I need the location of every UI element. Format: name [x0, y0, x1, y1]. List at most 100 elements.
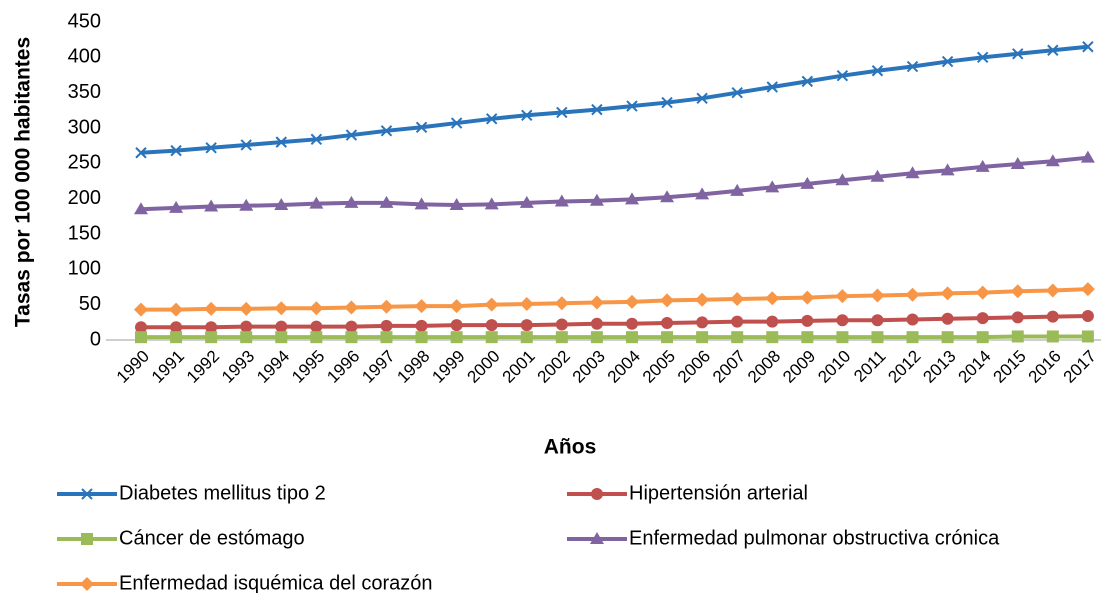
marker — [731, 315, 744, 328]
marker — [134, 302, 148, 317]
marker — [766, 81, 778, 93]
marker — [800, 176, 815, 189]
x-tick-label: 2012 — [884, 347, 924, 387]
marker — [906, 331, 919, 344]
marker — [625, 331, 638, 344]
marker — [976, 51, 989, 64]
marker — [624, 294, 639, 309]
marker — [345, 129, 358, 141]
y-tick-label: 150 — [68, 222, 101, 244]
x-tick-label: 1999 — [428, 347, 468, 387]
marker — [344, 300, 359, 315]
marker — [836, 331, 849, 344]
marker — [80, 577, 94, 591]
marker — [520, 319, 533, 332]
marker — [1082, 41, 1094, 53]
marker — [1081, 330, 1094, 343]
marker — [240, 320, 253, 333]
x-tick-label: 2011 — [850, 347, 889, 386]
marker — [661, 317, 674, 330]
legend-label: Cáncer de estómago — [119, 527, 305, 549]
marker — [169, 200, 184, 213]
marker — [589, 295, 604, 310]
x-tick-label: 2016 — [1025, 347, 1065, 387]
marker — [590, 317, 603, 330]
marker — [696, 92, 708, 105]
x-tick-label: 2007 — [709, 347, 749, 387]
marker — [134, 202, 148, 215]
marker — [554, 194, 569, 207]
marker — [906, 60, 919, 73]
legend-label: Hipertensión arterial — [629, 482, 808, 504]
marker — [591, 103, 603, 116]
marker — [1047, 44, 1059, 56]
marker — [941, 312, 954, 325]
marker — [135, 147, 147, 159]
marker — [170, 321, 183, 334]
marker — [589, 193, 604, 206]
marker — [941, 55, 954, 68]
marker — [275, 320, 288, 333]
marker — [1011, 311, 1024, 324]
marker — [660, 293, 675, 308]
marker — [836, 69, 849, 82]
marker — [975, 159, 990, 172]
series-line — [140, 44, 1089, 155]
marker — [1045, 154, 1060, 167]
x-tick-label: 2010 — [814, 347, 854, 387]
marker — [1011, 330, 1024, 343]
marker — [239, 198, 254, 211]
marker — [940, 163, 955, 176]
marker — [905, 166, 920, 179]
marker — [309, 301, 324, 316]
marker — [730, 292, 745, 307]
x-tick-label: 2009 — [779, 347, 819, 387]
marker — [661, 331, 674, 344]
marker — [905, 287, 920, 302]
marker — [204, 301, 219, 316]
marker — [450, 117, 463, 129]
marker — [345, 331, 358, 344]
marker — [310, 331, 323, 344]
y-tick-label: 50 — [79, 293, 101, 315]
x-tick-label: 2000 — [464, 347, 504, 387]
marker — [975, 285, 990, 300]
marker — [976, 331, 989, 344]
x-tick-label: 2013 — [919, 347, 959, 387]
x-tick-label: 1996 — [323, 347, 363, 387]
marker — [205, 331, 218, 344]
marker — [870, 288, 885, 303]
marker — [240, 139, 252, 151]
marker — [906, 313, 919, 326]
x-tick-label: 2015 — [990, 347, 1030, 387]
marker — [345, 320, 358, 333]
marker — [485, 319, 498, 332]
marker — [554, 296, 569, 311]
marker — [519, 195, 534, 208]
marker — [695, 292, 710, 307]
x-tick-label: 1997 — [358, 347, 398, 387]
marker — [414, 197, 429, 210]
marker — [484, 297, 499, 312]
marker — [625, 317, 638, 330]
marker — [415, 121, 428, 134]
marker — [239, 301, 254, 316]
marker — [274, 301, 289, 316]
marker — [555, 318, 568, 331]
marker — [591, 488, 603, 500]
marker — [766, 315, 779, 328]
marker — [1046, 310, 1059, 323]
marker — [450, 319, 463, 332]
marker — [1080, 150, 1095, 163]
y-axis-title: Tasas por 100 000 habitantes — [12, 37, 35, 327]
x-tick-label: 1993 — [218, 347, 258, 387]
x-tick-label: 1998 — [393, 347, 433, 387]
marker — [695, 187, 710, 200]
x-tick-label: 2001 — [499, 347, 539, 387]
marker — [170, 331, 183, 344]
marker — [660, 190, 675, 203]
legend-label: Enfermedad isquémica del corazón — [119, 572, 433, 593]
x-axis-title: Años — [544, 436, 597, 459]
y-tick-label: 300 — [68, 116, 101, 138]
marker — [81, 533, 93, 545]
